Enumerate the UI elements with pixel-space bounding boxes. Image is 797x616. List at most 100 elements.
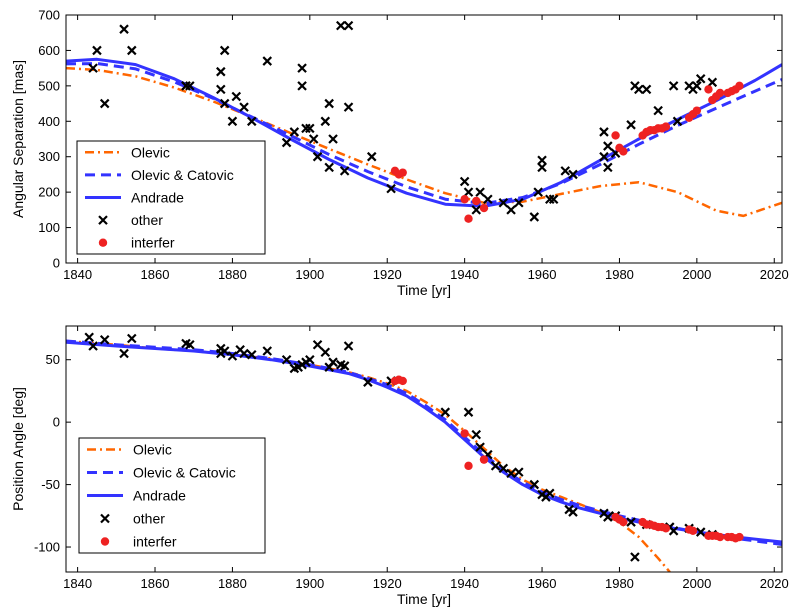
data-point-other (231, 91, 242, 102)
legend-label-olevic-catovic: Olevic & Catovic (131, 167, 234, 183)
data-point-other (483, 194, 493, 205)
x-tick-label: 1960 (528, 267, 557, 282)
x-tick-label: 1840 (63, 267, 92, 282)
plot-frame (65, 325, 783, 573)
data-point-other (463, 407, 474, 417)
y-tick-label: -100 (34, 540, 60, 555)
y-tick-label: 300 (38, 149, 60, 164)
data-point-other (339, 166, 350, 176)
y-axis-label: Position Angle [deg] (10, 387, 26, 511)
data-point-other (219, 98, 230, 109)
data-point-other (119, 24, 129, 34)
data-point-other (363, 377, 373, 387)
data-point-other (475, 442, 485, 452)
x-tick-label: 1940 (450, 576, 479, 591)
data-point-other (463, 187, 474, 197)
y-tick-label: 100 (38, 220, 60, 235)
data-point-other (312, 339, 323, 350)
data-point-interfer (735, 81, 744, 91)
legend-swatch-other (98, 215, 108, 225)
data-point-other (514, 197, 524, 208)
data-point-interfer (398, 168, 407, 177)
x-tick-label: 1860 (141, 576, 170, 591)
position-angle-chart: 1840 1860 1880 1900 1920 1940 1960 1980 2000 2020… (10, 325, 789, 607)
legend-label-interfer: interfer (131, 235, 175, 251)
data-point-other (471, 205, 482, 215)
x-axis-label: Time [yr] (397, 591, 451, 607)
data-point-other (498, 463, 509, 474)
data-point-other (514, 467, 524, 477)
data-point-other (308, 134, 319, 144)
legend-label-andrade: Andrade (133, 488, 186, 504)
data-point-other (336, 20, 346, 31)
data-point-other (99, 98, 110, 109)
data-point-other (626, 517, 636, 527)
x-tick-label: 1880 (218, 576, 247, 591)
y-tick-label: -50 (41, 477, 60, 492)
data-point-other (324, 162, 334, 173)
x-tick-label: 2020 (760, 267, 789, 282)
data-point-other (219, 45, 230, 56)
data-point-other (246, 116, 257, 127)
data-point-other (545, 488, 555, 499)
x-tick-label: 2020 (760, 576, 789, 591)
x-tick-label: 1900 (295, 267, 324, 282)
data-point-other (239, 102, 249, 112)
data-point-interfer (611, 131, 620, 140)
legend-label-olevic: Olevic (131, 144, 170, 160)
x-tick-label: 1980 (605, 267, 634, 282)
data-point-interfer (479, 455, 489, 464)
data-point-other (599, 127, 609, 137)
data-point-other (471, 429, 482, 440)
legend: Olevic Olevic & Catovic Andrade other interf… (76, 140, 266, 255)
data-point-other (305, 354, 315, 365)
data-point-other (366, 151, 377, 162)
data-point-other (630, 552, 640, 562)
data-point-other (324, 98, 334, 109)
plot-area (66, 332, 782, 572)
data-point-interfer (472, 196, 481, 206)
data-point-other (127, 45, 137, 56)
data-point-other (239, 348, 249, 359)
data-point-other (262, 56, 273, 66)
data-point-other (99, 334, 110, 345)
data-point-other (459, 176, 470, 187)
series-line-andrade (66, 57, 782, 208)
data-point-other (537, 155, 547, 166)
data-point-other (312, 151, 323, 162)
data-point-other (328, 134, 338, 144)
plot-area (66, 20, 782, 223)
plot-frame (65, 14, 783, 264)
data-point-other (84, 332, 94, 343)
series-line-olevic (66, 66, 782, 218)
data-point-other (343, 341, 354, 351)
legend-label-other: other (133, 511, 165, 527)
y-tick-label: 0 (53, 415, 60, 430)
legend-label-other: other (131, 212, 163, 228)
data-point-interfer (460, 429, 469, 438)
data-point-interfer (735, 532, 744, 542)
data-point-other (88, 341, 98, 351)
data-point-other (227, 116, 238, 127)
data-point-interfer (715, 88, 725, 98)
x-tick-label: 1840 (63, 576, 92, 591)
data-point-other (305, 123, 315, 134)
data-point-other (386, 183, 396, 194)
data-point-other (490, 461, 501, 471)
legend-swatch-interfer (100, 537, 110, 546)
data-point-other (119, 348, 129, 359)
data-point-interfer (619, 147, 628, 156)
data-point-other (219, 346, 230, 356)
data-point-interfer (464, 461, 473, 471)
data-point-other (297, 63, 307, 73)
data-point-other (548, 194, 559, 205)
x-tick-label: 1900 (295, 576, 324, 591)
data-point-other (343, 102, 354, 112)
data-point-interfer (688, 526, 698, 535)
legend-label-olevic-catovic: Olevic & Catovic (133, 465, 236, 481)
x-axis-label: Time [yr] (397, 282, 451, 298)
y-tick-label: 0 (53, 256, 60, 271)
data-point-other (320, 116, 331, 127)
series-line-olevic-catovic (66, 62, 782, 205)
